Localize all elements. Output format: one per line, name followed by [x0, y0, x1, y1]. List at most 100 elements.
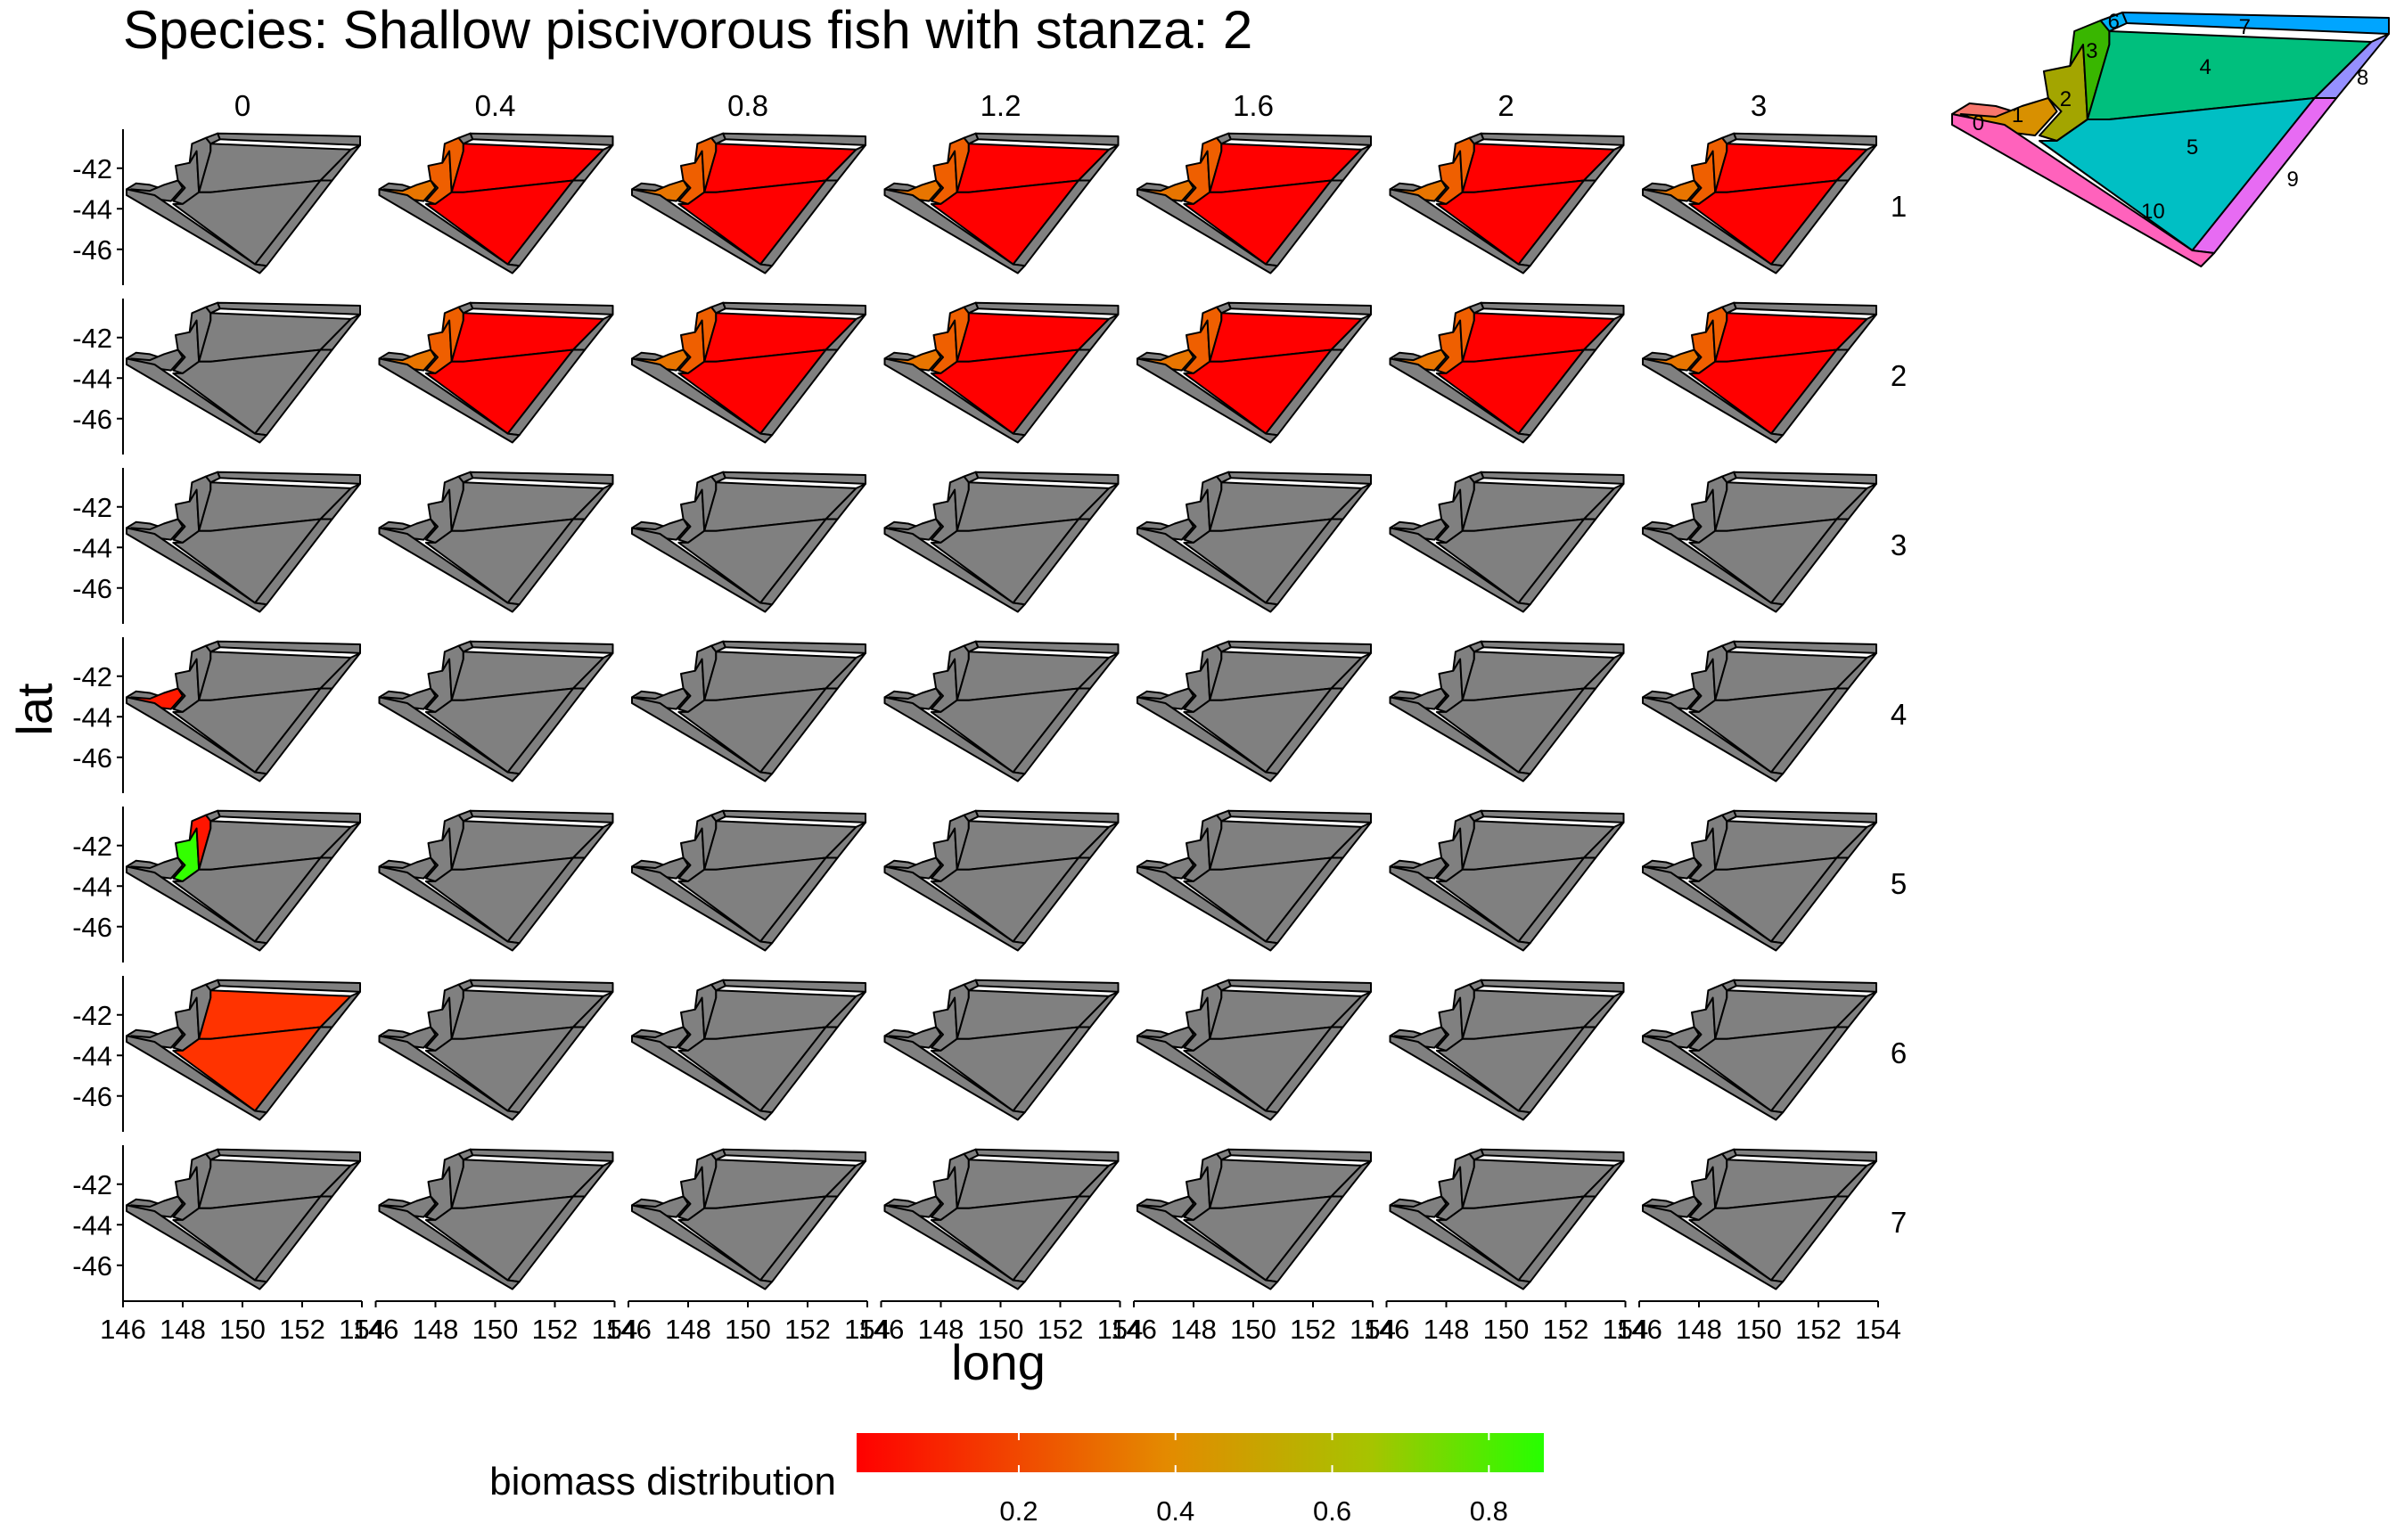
map-box-7 — [722, 640, 866, 654]
x-tick-label: 154 — [592, 1314, 638, 1345]
x-tick-label: 146 — [605, 1314, 652, 1345]
facet-map-panel — [1389, 640, 1625, 782]
map-box-10 — [631, 1035, 774, 1121]
facet-map-panel — [631, 809, 866, 952]
inset-box-label: 10 — [2141, 200, 2165, 224]
map-box-7 — [974, 809, 1120, 823]
facet-map-panel — [378, 809, 614, 952]
map-box-10 — [1136, 188, 1279, 274]
x-axis: 146 148 150 152 154 — [100, 1300, 385, 1345]
inset-box-label: 3 — [2086, 39, 2097, 63]
y-tick-label: -44 — [72, 532, 112, 563]
map-box-7 — [974, 132, 1120, 146]
y-axis-title: lat — [6, 683, 62, 736]
map-box-10 — [1642, 527, 1785, 613]
map-box-10 — [883, 357, 1026, 444]
x-tick-label: 146 — [353, 1314, 399, 1345]
map-box-7 — [974, 979, 1120, 993]
map-box-10 — [883, 696, 1026, 782]
map-box-7 — [1733, 1148, 1877, 1162]
y-tick-label: -44 — [72, 1209, 112, 1241]
inset-box-label: 6 — [2108, 10, 2120, 34]
map-box-10 — [378, 1035, 521, 1121]
map-box-7 — [469, 471, 614, 485]
facet-map-panel — [1642, 1148, 1877, 1290]
map-box-10 — [1136, 865, 1279, 952]
map-box-7 — [1733, 471, 1877, 485]
map-box-7 — [469, 979, 614, 993]
x-tick-label: 148 — [160, 1314, 206, 1345]
facet-map-panel — [378, 979, 614, 1121]
inset-box-label: 7 — [2239, 15, 2251, 39]
x-tick-label: 154 — [1097, 1314, 1144, 1345]
map-box-10 — [126, 188, 268, 274]
facet-map-panel — [126, 979, 361, 1121]
x-tick-label: 148 — [1676, 1314, 1722, 1345]
facet-column-label: 1.6 — [1233, 89, 1274, 122]
facet-map-panel — [631, 132, 866, 274]
map-box-7 — [1227, 301, 1372, 315]
x-tick-label: 150 — [978, 1314, 1024, 1345]
map-box-7 — [1733, 301, 1877, 315]
map-box-10 — [126, 1035, 268, 1121]
x-tick-label: 146 — [858, 1314, 905, 1345]
x-tick-label: 152 — [1290, 1314, 1336, 1345]
map-box-7 — [722, 471, 866, 485]
facet-map-panel — [126, 1148, 361, 1290]
facet-map-panel — [1136, 471, 1372, 613]
facet-map-panel — [883, 640, 1120, 782]
map-box-7 — [1733, 979, 1877, 993]
x-tick-label: 146 — [1616, 1314, 1662, 1345]
map-box-7 — [974, 640, 1120, 654]
map-box-10 — [1642, 188, 1785, 274]
map-box-10 — [1389, 188, 1531, 274]
x-tick-label: 154 — [844, 1314, 890, 1345]
map-box-10 — [126, 527, 268, 613]
map-box-10 — [126, 1204, 268, 1290]
facet-map-panel — [126, 471, 361, 613]
facet-column-label: 1.2 — [981, 89, 1022, 122]
map-box-7 — [974, 301, 1120, 315]
map-box-7 — [722, 132, 866, 146]
map-box-10 — [631, 1204, 774, 1290]
map-box-10 — [378, 357, 521, 444]
x-tick-label: 150 — [1230, 1314, 1276, 1345]
inset-map — [1951, 12, 2390, 267]
x-tick-label: 148 — [665, 1314, 711, 1345]
y-tick-label: -44 — [72, 363, 112, 394]
facet-map-panel — [1136, 809, 1372, 952]
legend-tick-label: 0.8 — [1470, 1495, 1508, 1527]
map-box-10 — [631, 696, 774, 782]
map-box-7 — [1227, 979, 1372, 993]
x-tick-label: 152 — [1795, 1314, 1842, 1345]
facet-map-panel — [1389, 301, 1625, 444]
x-tick-label: 148 — [1170, 1314, 1217, 1345]
y-axis: -42 -44 -46 — [72, 976, 124, 1132]
map-box-10 — [1389, 1035, 1531, 1121]
y-axis: -42 -44 -46 — [72, 129, 124, 285]
map-box-10 — [378, 188, 521, 274]
facet-map-panel — [378, 640, 614, 782]
map-box-10 — [1642, 865, 1785, 952]
map-box-10 — [378, 696, 521, 782]
y-axis: -42 -44 -46 — [72, 637, 124, 793]
map-box-7 — [722, 809, 866, 823]
inset-box-label: 1 — [2012, 103, 2023, 127]
facet-map-panel — [1389, 132, 1625, 274]
y-tick-label: -42 — [72, 492, 112, 523]
y-tick-label: -42 — [72, 323, 112, 354]
x-tick-label: 154 — [1350, 1314, 1396, 1345]
map-box-10 — [883, 527, 1026, 613]
map-box-10 — [631, 357, 774, 444]
facet-map-panel — [126, 132, 361, 274]
map-box-7 — [722, 1148, 866, 1162]
facet-map-panel — [1136, 301, 1372, 444]
x-tick-label: 152 — [532, 1314, 578, 1345]
y-tick-label: -42 — [72, 661, 112, 692]
inset-box-label: 0 — [1973, 111, 1984, 135]
facet-map-panel — [1136, 132, 1372, 274]
map-box-7 — [722, 979, 866, 993]
facet-map-panel — [1136, 1148, 1372, 1290]
facet-column-label: 0.4 — [475, 89, 516, 122]
